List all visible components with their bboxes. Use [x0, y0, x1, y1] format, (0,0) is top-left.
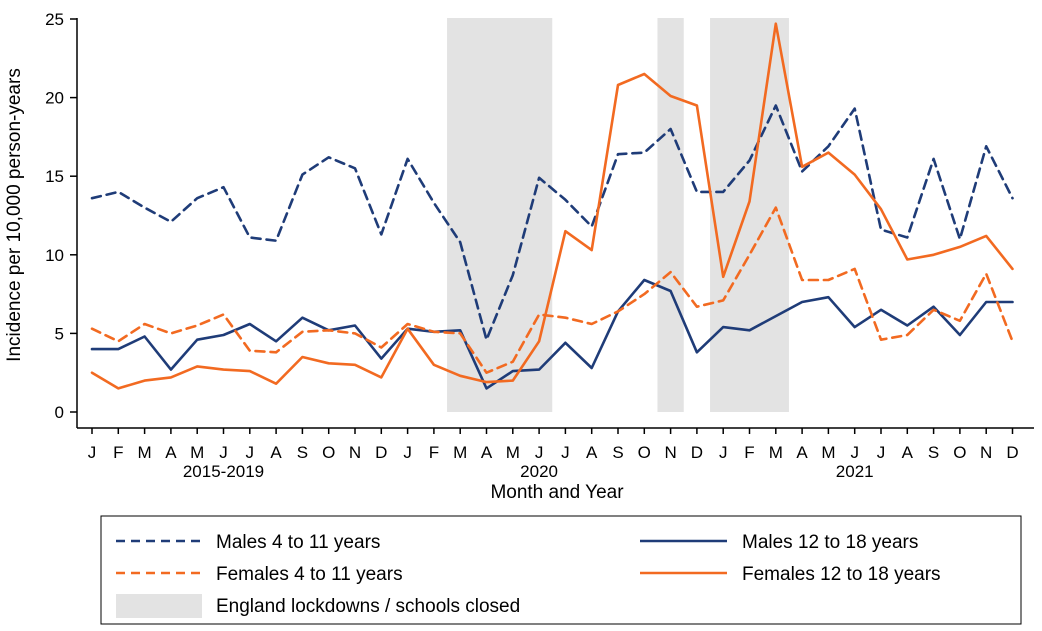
- x-tick-label: M: [190, 443, 204, 462]
- x-tick-label: A: [902, 443, 914, 462]
- legend-swatch-lockdown: [116, 594, 202, 618]
- y-tick-label: 25: [45, 10, 64, 29]
- series-line-males-4-to-11-years: [90, 104, 1014, 342]
- x-tick-label: F: [429, 443, 439, 462]
- x-tick-label: J: [403, 443, 412, 462]
- x-tick-label: J: [88, 443, 97, 462]
- x-tick-label: J: [719, 443, 728, 462]
- x-tick-label: N: [980, 443, 992, 462]
- legend-label-lockdown: England lockdowns / schools closed: [216, 596, 520, 617]
- year-label: 2015-2019: [183, 462, 264, 481]
- y-ticks: 0 5 10 15 20 25: [45, 10, 77, 422]
- x-tick-label: J: [561, 443, 570, 462]
- lockdown-region-3: [710, 18, 789, 412]
- x-tick-label: M: [453, 443, 467, 462]
- x-tick-label: D: [1006, 443, 1018, 462]
- x-axis-title: Month and Year: [490, 482, 624, 503]
- series-line-females-4-to-11-years: [90, 206, 1014, 375]
- x-tick-label: O: [638, 443, 651, 462]
- legend-label-females-12-18: Females 12 to 18 years: [742, 564, 941, 585]
- x-tick-label: D: [691, 443, 703, 462]
- lockdown-region-2: [657, 18, 684, 412]
- y-tick-label: 20: [45, 89, 64, 108]
- x-tick-label: M: [138, 443, 152, 462]
- x-tick-label: F: [113, 443, 123, 462]
- legend: Males 4 to 11 years Males 12 to 18 years…: [100, 515, 1022, 625]
- y-tick-label: 15: [45, 167, 64, 186]
- x-tick-label: O: [953, 443, 966, 462]
- x-tick-label: M: [769, 443, 783, 462]
- x-tick-label: J: [219, 443, 228, 462]
- lockdown-region-1: [447, 18, 553, 412]
- y-tick-label: 0: [55, 403, 64, 422]
- x-tick-label: F: [744, 443, 754, 462]
- legend-label-females-4-11: Females 4 to 11 years: [216, 564, 403, 585]
- legend-label-males-12-18: Males 12 to 18 years: [742, 532, 918, 553]
- x-tick-label: A: [270, 443, 282, 462]
- year-label: 2021: [836, 462, 874, 481]
- series-lines: [90, 22, 1014, 390]
- y-axis-title: Incidence per 10,000 person-years: [4, 68, 25, 362]
- x-tick-label: J: [535, 443, 544, 462]
- x-tick-label: A: [165, 443, 177, 462]
- x-tick-label: A: [796, 443, 808, 462]
- x-tick-label: A: [481, 443, 493, 462]
- series-line-females-12-to-18-years: [90, 22, 1014, 390]
- x-tick-label: S: [612, 443, 623, 462]
- x-tick-label: J: [246, 443, 255, 462]
- x-tick-label: A: [586, 443, 598, 462]
- x-tick-label: J: [850, 443, 859, 462]
- legend-box: [100, 515, 1022, 625]
- x-tick-label: S: [297, 443, 308, 462]
- x-tick-label: N: [349, 443, 361, 462]
- year-label: 2020: [520, 462, 558, 481]
- y-tick-label: 10: [45, 246, 64, 265]
- year-labels: 2015-2019 2020 2021: [183, 462, 874, 481]
- x-tick-label: M: [506, 443, 520, 462]
- x-tick-label: M: [821, 443, 835, 462]
- x-tick-label: J: [877, 443, 886, 462]
- legend-label-males-4-11: Males 4 to 11 years: [216, 532, 380, 553]
- x-tick-label: D: [375, 443, 387, 462]
- series-line-males-12-to-18-years: [90, 278, 1014, 390]
- x-tick-label: O: [322, 443, 335, 462]
- x-tick-label: S: [928, 443, 939, 462]
- lockdown-shading: [447, 18, 789, 412]
- y-tick-label: 5: [55, 324, 64, 343]
- x-tick-label: N: [664, 443, 676, 462]
